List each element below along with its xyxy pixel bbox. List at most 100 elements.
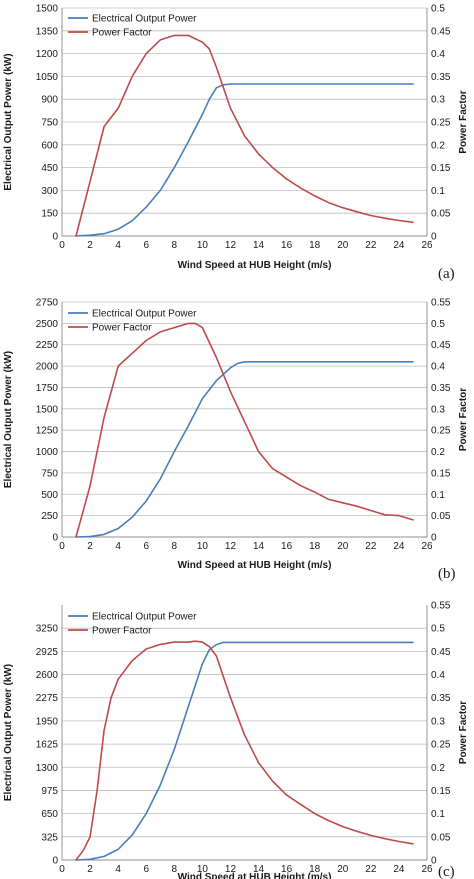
y2-tick-label: 0.1 — [431, 186, 445, 197]
y2-tick-label: 0.3 — [431, 716, 445, 727]
x-tick-label: 4 — [115, 864, 121, 875]
power-factor-line — [75, 640, 414, 861]
x-tick-label: 14 — [253, 541, 265, 552]
y2-tick-label: 0.5 — [431, 319, 445, 330]
x-tick-label: 20 — [337, 864, 349, 875]
y2-tick-label: 0.05 — [431, 209, 451, 220]
y2-tick-label: 0.45 — [431, 340, 451, 351]
y2-tick-label: 0.25 — [431, 426, 451, 437]
y2-tick-label: 0.45 — [431, 647, 451, 658]
x-tick-label: 26 — [421, 864, 433, 875]
x-tick-label: 18 — [309, 864, 321, 875]
y-tick-label: 1000 — [36, 447, 59, 458]
x-tick-label: 22 — [365, 541, 377, 552]
y-tick-label: 2250 — [36, 340, 59, 351]
y2-tick-label: 0.4 — [431, 362, 445, 373]
x-tick-label: 12 — [225, 240, 237, 251]
x-tick-label: 14 — [253, 864, 265, 875]
x-tick-label: 6 — [143, 864, 149, 875]
x-tick-label: 8 — [172, 240, 178, 251]
y-tick-label: 0 — [52, 232, 58, 243]
x-tick-label: 4 — [115, 240, 121, 251]
y-tick-label: 1750 — [36, 383, 59, 394]
x-tick-label: 18 — [309, 240, 321, 251]
x-axis-title: Wind Speed at HUB Height (m/s) — [178, 260, 332, 271]
x-tick-label: 20 — [337, 240, 349, 251]
x-tick-label: 6 — [143, 541, 149, 552]
y2-tick-label: 0.5 — [431, 624, 445, 635]
y-tick-label: 1350 — [36, 26, 59, 37]
x-tick-label: 0 — [59, 240, 65, 251]
y-axis-title: Electrical Output Power (kW) — [3, 53, 14, 190]
y-tick-label: 250 — [41, 511, 58, 522]
electrical-output-power-line — [75, 641, 414, 861]
panel-label: (b) — [438, 566, 456, 582]
power-factor-line — [75, 34, 414, 237]
y-tick-label: 1500 — [36, 4, 59, 15]
y-tick-label: 600 — [41, 140, 58, 151]
y2-tick-label: 0.55 — [431, 298, 451, 309]
y2-tick-label: 0.2 — [431, 447, 445, 458]
legend-label: Electrical Output Power — [92, 309, 197, 320]
y2-tick-label: 0.2 — [431, 763, 445, 774]
y-tick-label: 325 — [41, 832, 58, 843]
legend-label: Electrical Output Power — [92, 14, 197, 25]
y-tick-label: 300 — [41, 186, 58, 197]
y2-tick-label: 0.55 — [431, 601, 451, 612]
x-tick-label: 26 — [421, 541, 433, 552]
y-tick-label: 3250 — [36, 624, 59, 635]
y2-tick-label: 0.4 — [431, 49, 445, 60]
y2-tick-label: 0.25 — [431, 118, 451, 129]
x-tick-label: 26 — [421, 240, 433, 251]
x-tick-label: 2 — [87, 864, 93, 875]
panel-label: (c) — [438, 864, 455, 879]
x-tick-label: 20 — [337, 541, 349, 552]
y-tick-label: 500 — [41, 490, 58, 501]
y2-tick-label: 0 — [431, 856, 437, 867]
y2-tick-label: 0.3 — [431, 404, 445, 415]
x-tick-label: 8 — [172, 864, 178, 875]
y-tick-label: 2750 — [36, 298, 59, 309]
legend-label: Power Factor — [92, 626, 152, 637]
x-tick-label: 0 — [59, 541, 65, 552]
x-tick-label: 14 — [253, 240, 265, 251]
x-tick-label: 10 — [197, 541, 209, 552]
y-tick-label: 150 — [41, 209, 58, 220]
y2-tick-label: 0.05 — [431, 511, 451, 522]
x-tick-label: 22 — [365, 240, 377, 251]
y-tick-label: 2000 — [36, 362, 59, 373]
y-tick-label: 1200 — [36, 49, 59, 60]
x-axis-title: Wind Speed at HUB Height (m/s) — [178, 560, 332, 571]
y-tick-label: 2500 — [36, 319, 59, 330]
electrical-output-power-line — [75, 361, 414, 538]
x-tick-label: 24 — [393, 541, 405, 552]
electrical-output-power-line — [75, 83, 414, 237]
x-tick-label: 8 — [172, 541, 178, 552]
y2-tick-label: 0.3 — [431, 95, 445, 106]
y2-tick-label: 0.45 — [431, 26, 451, 37]
y2-axis-title: Power Factor — [458, 701, 469, 764]
y-tick-label: 450 — [41, 163, 58, 174]
chart-panel-b: 0250500750100012501500175020002250250027… — [3, 298, 469, 583]
y2-tick-label: 0.1 — [431, 809, 445, 820]
legend-label: Electrical Output Power — [92, 612, 197, 623]
y-tick-label: 1250 — [36, 426, 59, 437]
y-tick-label: 0 — [52, 856, 58, 867]
x-tick-label: 16 — [281, 864, 293, 875]
y-axis-title: Electrical Output Power (kW) — [3, 664, 14, 801]
y-tick-label: 1625 — [36, 740, 59, 751]
y-tick-label: 650 — [41, 809, 58, 820]
x-axis-title: Wind Speed at HUB Height (m/s) — [178, 872, 332, 879]
y-tick-label: 2600 — [36, 670, 59, 681]
legend-label: Power Factor — [92, 28, 152, 39]
y2-tick-label: 0.25 — [431, 740, 451, 751]
y2-tick-label: 0.15 — [431, 786, 451, 797]
x-tick-label: 18 — [309, 541, 321, 552]
x-tick-label: 24 — [393, 864, 405, 875]
x-tick-label: 2 — [87, 541, 93, 552]
x-tick-label: 2 — [87, 240, 93, 251]
y2-tick-label: 0.15 — [431, 468, 451, 479]
y2-tick-label: 0.1 — [431, 490, 445, 501]
chart-panel-a: 0 150 300 450 600 750 900 1050 1200 1350 1500 0 0.05… — [3, 4, 469, 283]
y-tick-label: 2275 — [36, 693, 59, 704]
